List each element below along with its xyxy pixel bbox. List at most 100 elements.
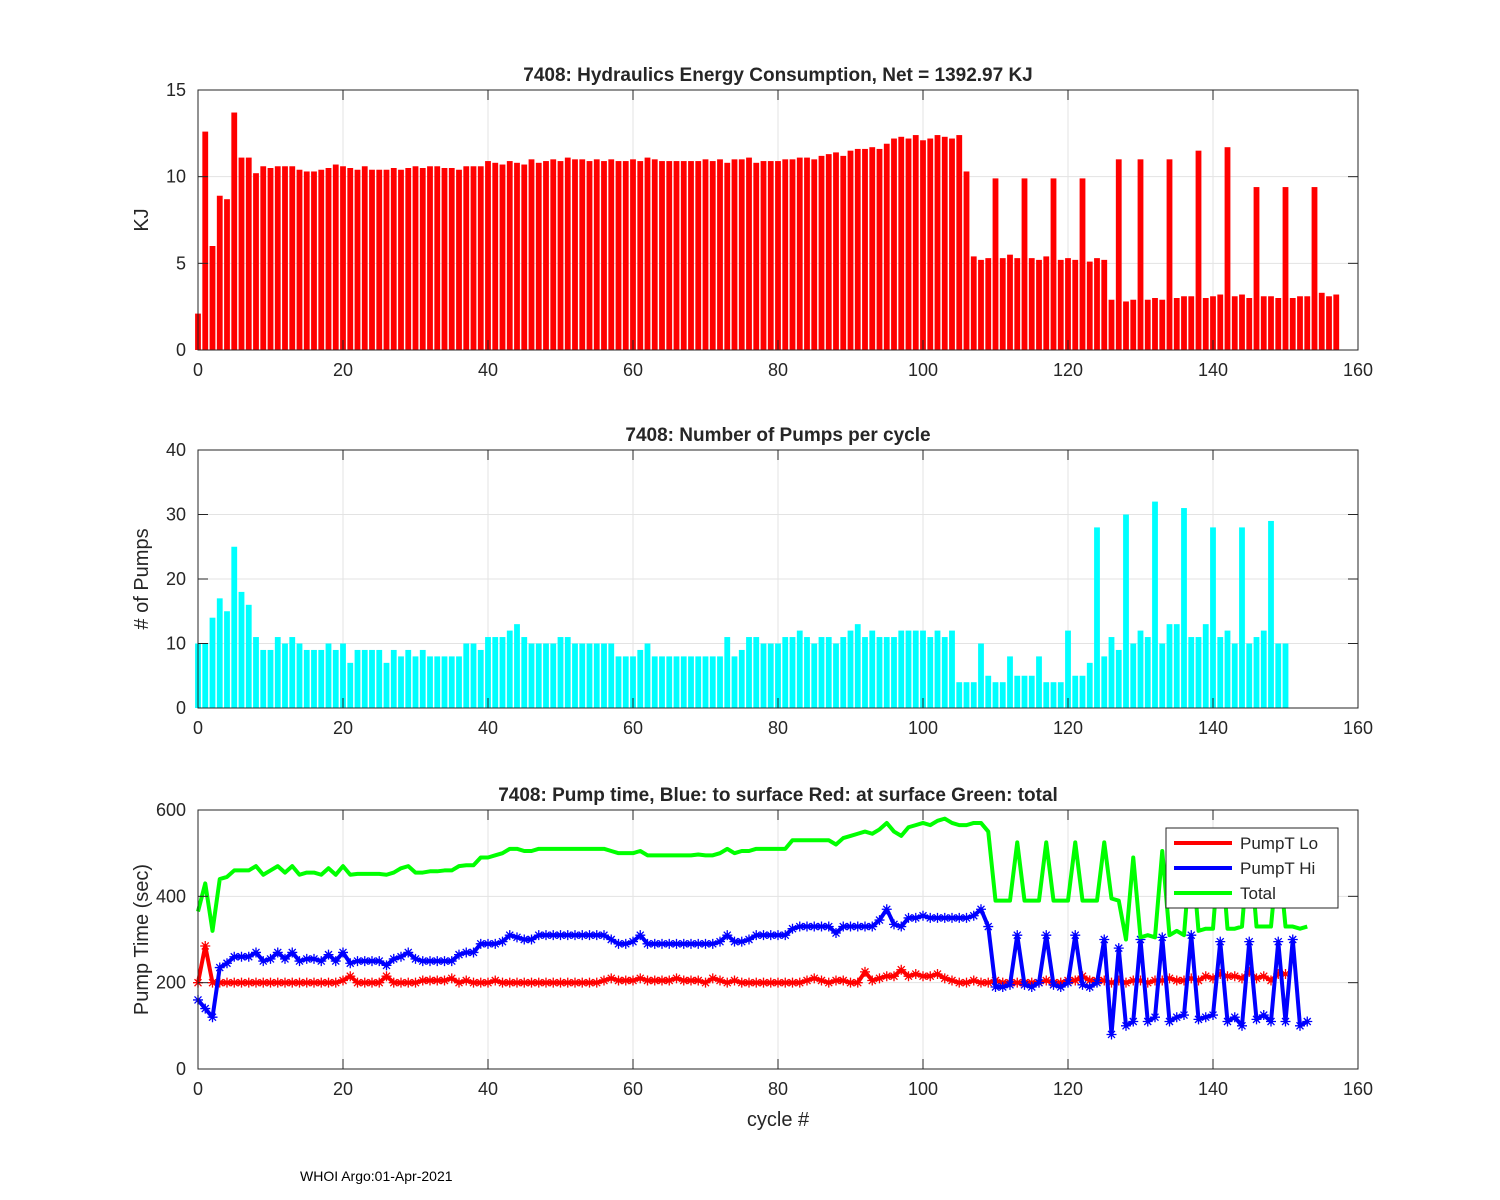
chart-3-point-marker <box>809 973 820 984</box>
chart-3-point-marker <box>468 947 479 958</box>
chart-3-point-marker <box>367 956 377 967</box>
chart-3-point-marker <box>1012 977 1023 988</box>
chart-3-point-marker <box>1026 981 1037 992</box>
chart-1-bar <box>1195 150 1202 350</box>
chart-2-bar <box>724 637 731 708</box>
chart-3-x-tick-label: 140 <box>1198 1079 1228 1099</box>
chart-1-bar <box>485 161 491 350</box>
chart-2-bar <box>274 637 281 708</box>
chart-2-x-tick-label: 100 <box>908 718 938 738</box>
chart-2-bar <box>303 649 310 708</box>
chart-3-point-marker <box>1237 973 1247 984</box>
chart-2-bar <box>593 643 600 708</box>
chart-2-bar <box>847 630 854 708</box>
chart-3-point-marker <box>657 938 667 949</box>
chart-2-bar <box>1282 643 1289 708</box>
chart-3-point-marker <box>1251 973 1262 984</box>
chart-3-point-marker <box>1135 934 1146 945</box>
pump-time-chart-panel: 0 20 40 60 80 100 120 140 160 0 200 400 600 7408: Pum… <box>131 785 1373 1131</box>
chart-3-point-marker <box>947 975 957 986</box>
chart-3-point-marker <box>968 910 979 921</box>
chart-3-point-marker <box>533 930 544 941</box>
chart-2-bar <box>905 630 912 708</box>
chart-3-point-marker <box>628 936 638 947</box>
chart-2-bar <box>1079 675 1086 708</box>
chart-2-bar <box>985 675 992 708</box>
chart-3-point-marker <box>1237 1020 1247 1031</box>
chart-2-x-tick-label: 60 <box>623 718 643 738</box>
chart-2-x-tick-label: 20 <box>333 718 353 738</box>
chart-2-bar <box>521 637 528 708</box>
chart-2-bar <box>644 643 651 708</box>
chart-1-bar <box>369 169 375 350</box>
chart-3-point-marker <box>903 971 914 982</box>
chart-1-bar <box>463 166 470 350</box>
chart-3-point-marker <box>1084 981 1095 992</box>
chart-2-bar <box>1014 675 1021 708</box>
chart-3-point-marker <box>243 951 254 962</box>
chart-1-bar <box>920 140 926 350</box>
chart-3-x-tick-label: 20 <box>333 1079 353 1099</box>
chart-1-x-tick-label: 40 <box>478 360 498 380</box>
chart-1-x-tick-label: 60 <box>623 360 643 380</box>
chart-3-point-marker <box>1171 1012 1182 1023</box>
chart-3-point-marker <box>330 956 341 967</box>
chart-3-point-marker <box>512 977 522 988</box>
chart-2-bar <box>492 637 499 708</box>
chart-2-bar <box>680 656 687 708</box>
chart-2-bar <box>216 598 223 708</box>
chart-3-point-marker <box>729 936 740 947</box>
chart-2-bar <box>1239 527 1245 708</box>
chart-1-bar <box>202 131 209 350</box>
chart-3-point-marker <box>1055 981 1066 992</box>
chart-2-bar <box>332 649 339 708</box>
chart-3-point-marker <box>265 953 276 964</box>
chart-1-bar <box>325 168 332 350</box>
chart-3-point-marker <box>852 921 863 932</box>
chart-3-x-tick-label: 60 <box>623 1079 643 1099</box>
chart-3-point-marker <box>1208 973 1218 984</box>
chart-3-series-line-2 <box>196 907 1309 1037</box>
chart-1-bar <box>405 168 412 350</box>
chart-3-point-marker <box>635 973 646 984</box>
chart-2-bar <box>934 630 941 708</box>
chart-1-bar <box>746 157 752 350</box>
chart-3-point-marker <box>287 977 298 988</box>
chart-3-x-tick-label: 80 <box>768 1079 788 1099</box>
chart-3-point-marker <box>671 973 682 984</box>
chart-2-bar <box>767 643 774 708</box>
chart-3-point-marker <box>338 975 348 986</box>
chart-1-bar <box>260 166 267 350</box>
chart-2-bar <box>833 643 839 708</box>
chart-1-y-tick-label: 15 <box>166 80 186 100</box>
chart-3-point-marker <box>1215 936 1226 947</box>
chart-1-bar <box>1231 296 1238 350</box>
chart-1-bar <box>448 168 455 350</box>
chart-2-bar <box>941 637 948 708</box>
chart-3-point-marker <box>932 969 943 980</box>
chart-3-point-marker <box>1128 975 1139 986</box>
chart-3-point-marker <box>715 936 725 947</box>
chart-3-point-marker <box>417 956 428 967</box>
chart-3-point-marker <box>570 930 580 941</box>
chart-3-point-marker <box>881 971 892 982</box>
chart-2-bar <box>731 656 738 708</box>
chart-3-point-marker <box>867 975 878 986</box>
chart-2-bar <box>543 643 549 708</box>
chart-3-point-marker <box>802 975 812 986</box>
chart-3-point-marker <box>939 973 950 984</box>
chart-3-point-marker <box>425 975 435 986</box>
chart-2-bar <box>564 637 571 708</box>
chart-1-bar <box>499 164 506 350</box>
chart-3-point-marker <box>1186 973 1197 984</box>
chart-3-point-marker <box>483 977 493 988</box>
chart-2-bar <box>789 637 796 708</box>
chart-2-bar <box>702 656 709 708</box>
chart-2-bar <box>854 624 861 708</box>
chart-1-bar <box>1188 296 1195 350</box>
chart-3-point-marker <box>1164 973 1175 984</box>
chart-3-point-marker <box>860 921 870 932</box>
chart-1-bar <box>1239 294 1245 350</box>
chart-1-x-tick-label: 100 <box>908 360 938 380</box>
chart-3-point-marker <box>896 921 907 932</box>
